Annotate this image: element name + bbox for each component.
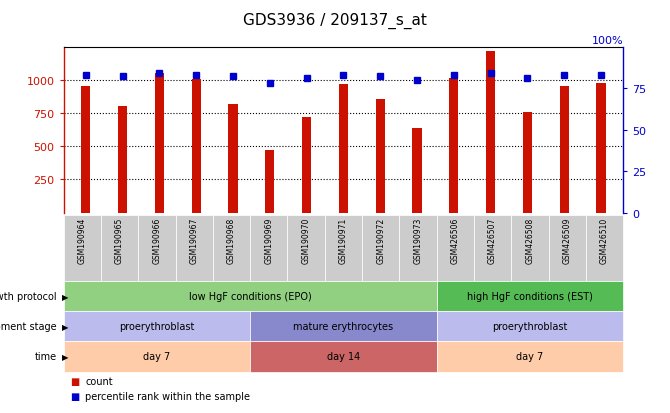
Bar (302, 118, 311, 213)
Text: GSM426506: GSM426506 (451, 217, 460, 263)
Text: high HgF conditions (EST): high HgF conditions (EST) (467, 291, 593, 301)
Bar (265, 150, 274, 213)
Text: percentile rank within the sample: percentile rank within the sample (85, 392, 250, 401)
Text: GDS3936 / 209137_s_at: GDS3936 / 209137_s_at (243, 12, 427, 28)
Bar (339, 85, 348, 213)
Text: GSM190972: GSM190972 (376, 217, 385, 263)
Text: GSM190966: GSM190966 (152, 217, 161, 263)
Text: proerythroblast: proerythroblast (492, 321, 567, 332)
Text: GSM190968: GSM190968 (227, 217, 236, 263)
Text: ▶: ▶ (62, 292, 69, 301)
Text: GSM190971: GSM190971 (339, 217, 348, 263)
Bar (596, 84, 606, 213)
Bar (413, 128, 421, 213)
Text: mature erythrocytes: mature erythrocytes (293, 321, 393, 332)
Text: low HgF conditions (EPO): low HgF conditions (EPO) (189, 291, 312, 301)
Text: ▶: ▶ (62, 322, 69, 331)
Text: 100%: 100% (592, 36, 623, 46)
Text: GSM426508: GSM426508 (525, 217, 535, 263)
Bar (155, 74, 164, 213)
Text: ■: ■ (70, 376, 80, 386)
Text: GSM190967: GSM190967 (190, 217, 199, 263)
Text: time: time (35, 351, 57, 362)
Bar (523, 112, 532, 213)
Text: GSM426510: GSM426510 (600, 217, 609, 263)
Bar (192, 80, 201, 213)
Text: proerythroblast: proerythroblast (119, 321, 194, 332)
Bar (228, 104, 238, 213)
Text: development stage: development stage (0, 321, 57, 332)
Text: growth protocol: growth protocol (0, 291, 57, 301)
Text: day 7: day 7 (143, 351, 171, 362)
Bar (376, 100, 385, 213)
Text: GSM426507: GSM426507 (488, 217, 497, 263)
Bar (559, 87, 569, 213)
Text: ■: ■ (70, 392, 80, 401)
Bar (486, 52, 495, 213)
Bar (81, 87, 90, 213)
Bar (449, 79, 458, 213)
Bar (118, 107, 127, 213)
Text: GSM190965: GSM190965 (115, 217, 124, 263)
Text: GSM190970: GSM190970 (302, 217, 311, 263)
Text: GSM426509: GSM426509 (563, 217, 572, 263)
Text: GSM190973: GSM190973 (413, 217, 423, 263)
Text: ▶: ▶ (62, 352, 69, 361)
Text: day 7: day 7 (516, 351, 543, 362)
Text: day 14: day 14 (327, 351, 360, 362)
Text: GSM190964: GSM190964 (78, 217, 87, 263)
Text: GSM190969: GSM190969 (264, 217, 273, 263)
Text: count: count (85, 376, 113, 386)
